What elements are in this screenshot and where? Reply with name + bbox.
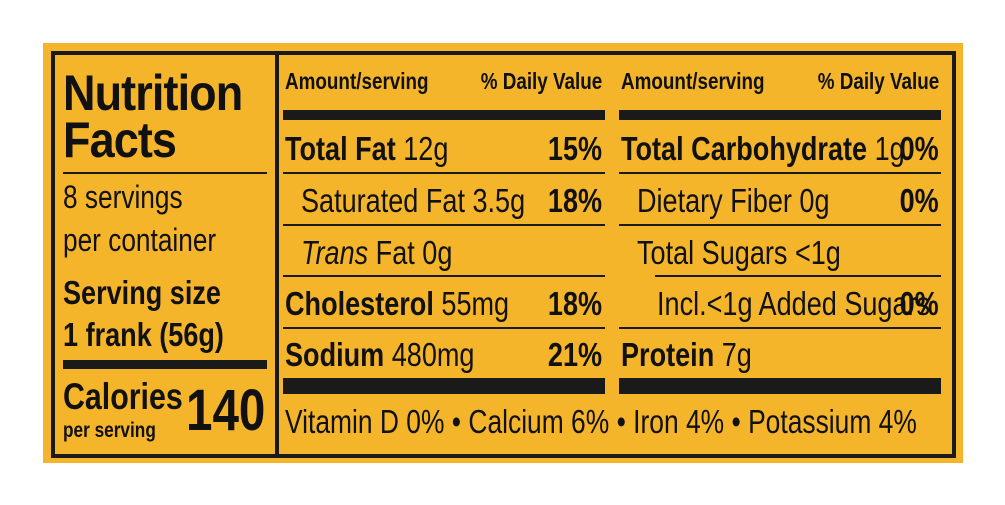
servings-line-1: 8 servings — [63, 179, 183, 215]
row-divider — [283, 224, 605, 226]
bottom-rule-left — [283, 378, 605, 394]
bullet-separator: • — [731, 403, 741, 440]
added-sugars-dv: 0% — [899, 285, 939, 322]
header-rule-left — [283, 110, 605, 120]
header-daily-right: % Daily Value — [817, 68, 939, 94]
calories-label: Calories — [63, 376, 183, 417]
serving-size-value: 1 frank (56g) — [63, 316, 224, 353]
sodium-row: Sodium 480mg — [285, 336, 475, 373]
thick-divider — [63, 360, 267, 369]
header-rule-right — [619, 110, 941, 120]
iron: Iron 4% — [633, 403, 725, 440]
cholesterol-dv: 18% — [547, 285, 602, 322]
row-divider — [619, 327, 941, 329]
cholesterol-row: Cholesterol 55mg — [285, 285, 510, 322]
row-divider — [283, 172, 605, 174]
header-amount-right: Amount/serving — [621, 68, 765, 94]
total-fat-dv: 15% — [547, 130, 602, 167]
column-separator — [275, 51, 279, 458]
bullet-separator: • — [616, 403, 626, 440]
header-amount-left: Amount/serving — [285, 68, 429, 94]
saturated-fat-dv: 18% — [547, 182, 602, 219]
serving-size-label: Serving size — [63, 274, 221, 311]
row-divider — [619, 172, 941, 174]
servings-line-2: per container — [63, 222, 217, 258]
row-divider — [283, 327, 605, 329]
total-carbohydrate-dv: 0% — [899, 130, 939, 167]
dietary-fiber-dv: 0% — [899, 182, 939, 219]
dietary-fiber-row: Dietary Fiber 0g — [637, 182, 830, 219]
row-divider — [283, 275, 605, 277]
row-divider — [619, 224, 941, 226]
trans-fat-row: Trans Fat 0g — [301, 234, 453, 271]
total-fat-row: Total Fat 12g — [285, 130, 449, 167]
title-line-2: Facts — [63, 112, 177, 168]
title-line-1: Nutrition — [63, 65, 243, 121]
saturated-fat-row: Saturated Fat 3.5g — [301, 182, 526, 219]
vitamin-d: Vitamin D 0% — [285, 403, 445, 440]
row-divider — [655, 275, 941, 277]
sodium-dv: 21% — [547, 336, 602, 373]
total-sugars-row: Total Sugars <1g — [637, 234, 841, 271]
divider — [63, 172, 267, 174]
bottom-rule-right — [619, 378, 941, 394]
total-carbohydrate-row: Total Carbohydrate 1g — [621, 130, 905, 167]
calcium: Calcium 6% — [468, 403, 610, 440]
calories-value: 140 — [186, 378, 266, 443]
protein-row: Protein 7g — [621, 336, 752, 373]
bullet-separator: • — [451, 403, 462, 440]
added-sugars-row: Incl.<1g Added Sugars — [657, 285, 931, 322]
header-daily-left: % Daily Value — [480, 68, 602, 94]
potassium: Potassium 4% — [748, 403, 917, 440]
calories-sub: per serving — [63, 419, 156, 442]
vitamins-line: Vitamin D 0% • Calcium 6% • Iron 4% • Po… — [285, 405, 1005, 438]
nutrition-facts-label — [51, 51, 956, 458]
